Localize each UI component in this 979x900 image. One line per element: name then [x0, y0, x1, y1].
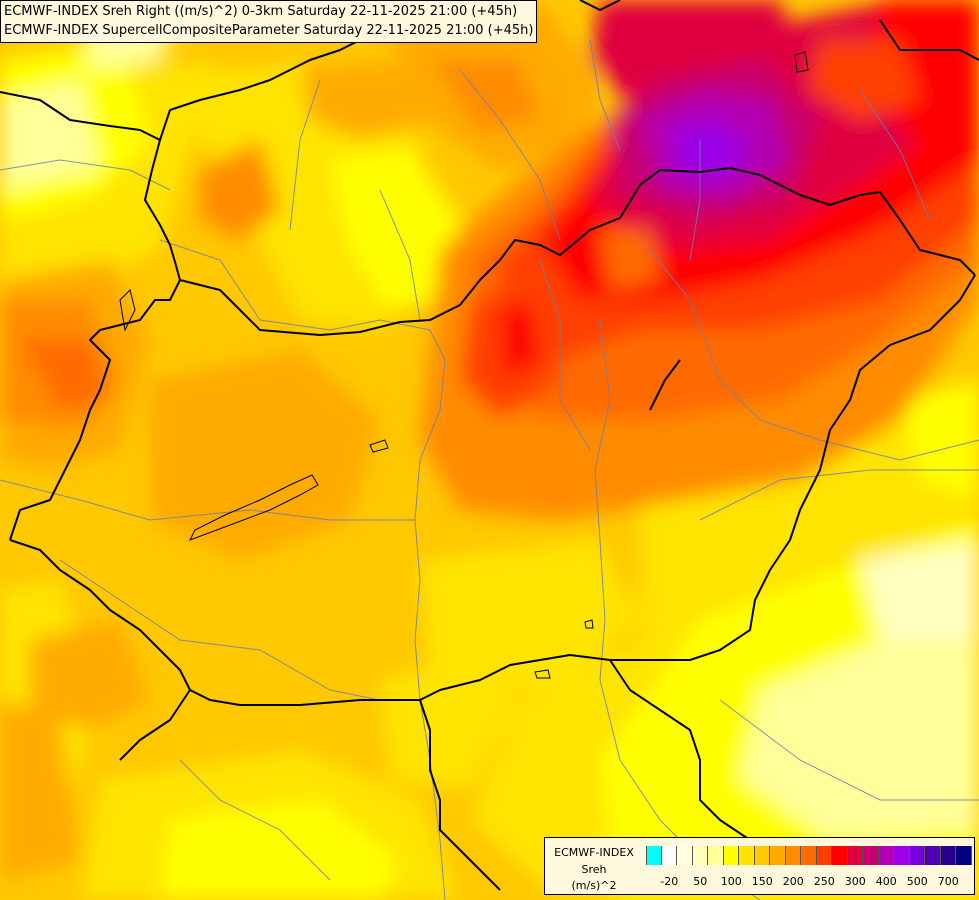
- legend-tick-label: 50: [693, 875, 708, 888]
- legend-swatch: [956, 846, 972, 865]
- map-title-box: ECMWF-INDEX Sreh Right ((m/s)^2) 0-3km S…: [0, 0, 538, 43]
- legend-parameter: Sreh: [581, 863, 607, 876]
- legend-swatch: [754, 846, 770, 865]
- legend-swatch: [677, 846, 693, 865]
- legend-swatch: [723, 846, 739, 865]
- legend-source: ECMWF-INDEX: [554, 846, 634, 859]
- legend-swatches: [646, 846, 972, 865]
- legend-swatch: [646, 846, 662, 865]
- legend-swatch: [909, 846, 925, 865]
- legend-swatch: [692, 846, 708, 865]
- map-title: ECMWF-INDEX Sreh Right ((m/s)^2) 0-3km S…: [4, 4, 518, 19]
- legend-tick-label: 250: [813, 875, 835, 888]
- legend-swatch: [847, 846, 863, 865]
- color-legend: ECMWF-INDEX Sreh (m/s)^2 -20 50 100 150 200 2…: [544, 837, 975, 895]
- legend-swatch: [785, 846, 801, 865]
- legend-swatch: [940, 846, 956, 865]
- lakes: [119, 51, 809, 679]
- legend-tick-label: 100: [720, 875, 742, 888]
- legend-swatch: [816, 846, 832, 865]
- legend-swatch: [739, 846, 755, 865]
- legend-swatch: [661, 846, 677, 865]
- legend-swatch: [878, 846, 894, 865]
- map-subtitle: ECMWF-INDEX SupercellCompositeParameter …: [4, 23, 534, 38]
- legend-swatch: [863, 846, 879, 865]
- legend-swatch: [832, 846, 848, 865]
- legend-swatch: [801, 846, 817, 865]
- legend-swatch: [770, 846, 786, 865]
- legend-swatch: [708, 846, 724, 865]
- legend-tick-label: 300: [844, 875, 866, 888]
- legend-tick-label: 500: [906, 875, 928, 888]
- legend-unit: (m/s)^2: [571, 879, 617, 892]
- legend-swatch: [894, 846, 910, 865]
- legend-swatch: [925, 846, 941, 865]
- legend-tick-label: 150: [751, 875, 773, 888]
- legend-tick-label: 200: [782, 875, 804, 888]
- legend-tick-label: -20: [660, 875, 679, 888]
- legend-tick-label: 400: [875, 875, 897, 888]
- legend-tick-label: 700: [937, 875, 959, 888]
